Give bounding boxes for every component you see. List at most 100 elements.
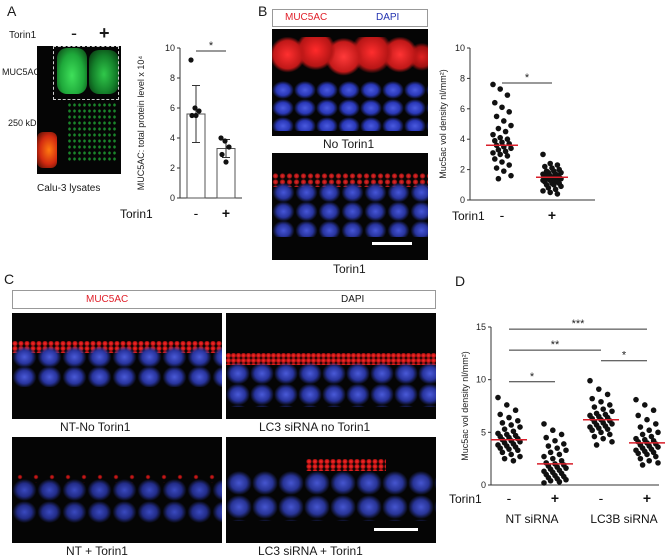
data-point [655, 429, 661, 436]
data-point [644, 451, 650, 458]
data-point [609, 408, 615, 415]
data-point [493, 165, 500, 171]
panel-c-stain-legend [12, 290, 436, 309]
data-point [188, 57, 194, 63]
data-point [604, 426, 611, 432]
data-point [504, 402, 510, 408]
panel-a-torin1-label: Torin1 [9, 30, 37, 41]
data-point [517, 453, 523, 460]
data-point [646, 457, 652, 464]
data-point [600, 435, 606, 442]
data-point [492, 137, 498, 144]
significance-label: ** [551, 339, 560, 351]
data-point [642, 402, 648, 408]
data-point [653, 421, 659, 427]
y-tick-label: 2 [460, 165, 465, 175]
panel-c-caption-1: NT-No Torin1 [60, 420, 131, 434]
significance-label: * [622, 350, 627, 362]
data-point [219, 151, 225, 158]
data-point [512, 407, 519, 414]
data-point [501, 455, 508, 462]
data-point [563, 447, 569, 454]
x-tick-label: - [599, 490, 604, 506]
data-point [558, 457, 565, 464]
data-point [506, 109, 512, 115]
y-tick-label: 0 [460, 195, 465, 205]
data-point [490, 81, 496, 88]
data-point [655, 460, 661, 466]
data-point [596, 386, 602, 392]
y-tick-label: 0 [170, 193, 175, 203]
data-point [508, 451, 514, 458]
data-point [635, 450, 641, 457]
data-point [598, 398, 604, 405]
data-point [600, 406, 606, 412]
panel-c-caption-3: NT + Torin1 [66, 544, 128, 558]
x-prefix-label: Torin1 [452, 209, 485, 223]
data-point [504, 153, 511, 159]
data-point [591, 404, 598, 410]
x-tick-label: + [222, 205, 230, 221]
data-point [589, 427, 595, 434]
data-point [646, 427, 652, 434]
data-point [541, 453, 547, 460]
significance-label: * [525, 72, 530, 84]
data-point [506, 446, 512, 452]
data-point [547, 160, 553, 167]
group-label: LC3B siRNA [590, 512, 657, 526]
y-axis-label: Muc5ac vol density nl/mm²) [438, 69, 448, 179]
panel-c-letter: C [4, 271, 15, 287]
panel-c-micrograph-nt-torin1 [12, 437, 222, 543]
data-point [593, 442, 600, 448]
data-point [493, 113, 500, 120]
data-point [545, 185, 552, 191]
data-point [222, 138, 228, 144]
x-tick-label: + [643, 490, 651, 506]
data-point [189, 112, 195, 119]
data-point [637, 424, 644, 430]
significance-label: * [530, 371, 535, 383]
data-point [504, 92, 511, 98]
data-point [490, 131, 496, 138]
data-point [497, 411, 503, 418]
data-point [497, 86, 503, 92]
data-point [495, 175, 502, 182]
data-point [550, 455, 556, 462]
panel-b-stain-dapi: DAPI [376, 12, 400, 23]
y-tick-label: 2 [170, 163, 175, 173]
data-point [502, 148, 509, 155]
data-point [510, 457, 517, 464]
y-axis-label: Muc5ac vol density nl/mm²) [460, 351, 470, 461]
data-point [506, 162, 512, 168]
data-point [517, 424, 523, 430]
panel-a-kd-label: 250 kD [8, 118, 37, 128]
data-point [563, 476, 569, 483]
data-point [558, 183, 564, 190]
panel-c-micrograph-lc3-torin1 [226, 437, 436, 543]
panel-b-caption-no-torin1: No Torin1 [323, 137, 375, 151]
data-point [556, 479, 563, 485]
data-point [490, 150, 496, 156]
panel-c-stain-muc5ac: MUC5AC [86, 294, 129, 305]
data-point [554, 191, 561, 197]
data-point [540, 188, 546, 194]
panel-d-letter: D [455, 273, 466, 289]
panel-a-letter: A [7, 3, 17, 19]
y-tick-label: 6 [170, 103, 175, 113]
panel-b-scatter-chart: 0 2 4 6 8 10 Muc5ac vol density nl/mm²) * Torin1… [438, 43, 595, 223]
data-point [510, 428, 517, 435]
data-point [609, 439, 615, 445]
western-blot-image [37, 46, 121, 174]
data-point [639, 462, 646, 468]
data-point [508, 145, 514, 152]
panel-a-plus: + [99, 23, 110, 43]
data-point [609, 421, 615, 427]
panel-c-micrograph-nt-no-torin1 [12, 313, 222, 419]
panel-c-caption-2: LC3 siRNA no Torin1 [259, 420, 371, 434]
panel-a-minus: - [71, 23, 77, 43]
data-point [556, 451, 563, 458]
data-point [655, 444, 661, 450]
data-point [598, 429, 604, 436]
data-point [650, 449, 657, 456]
data-point [501, 118, 507, 124]
